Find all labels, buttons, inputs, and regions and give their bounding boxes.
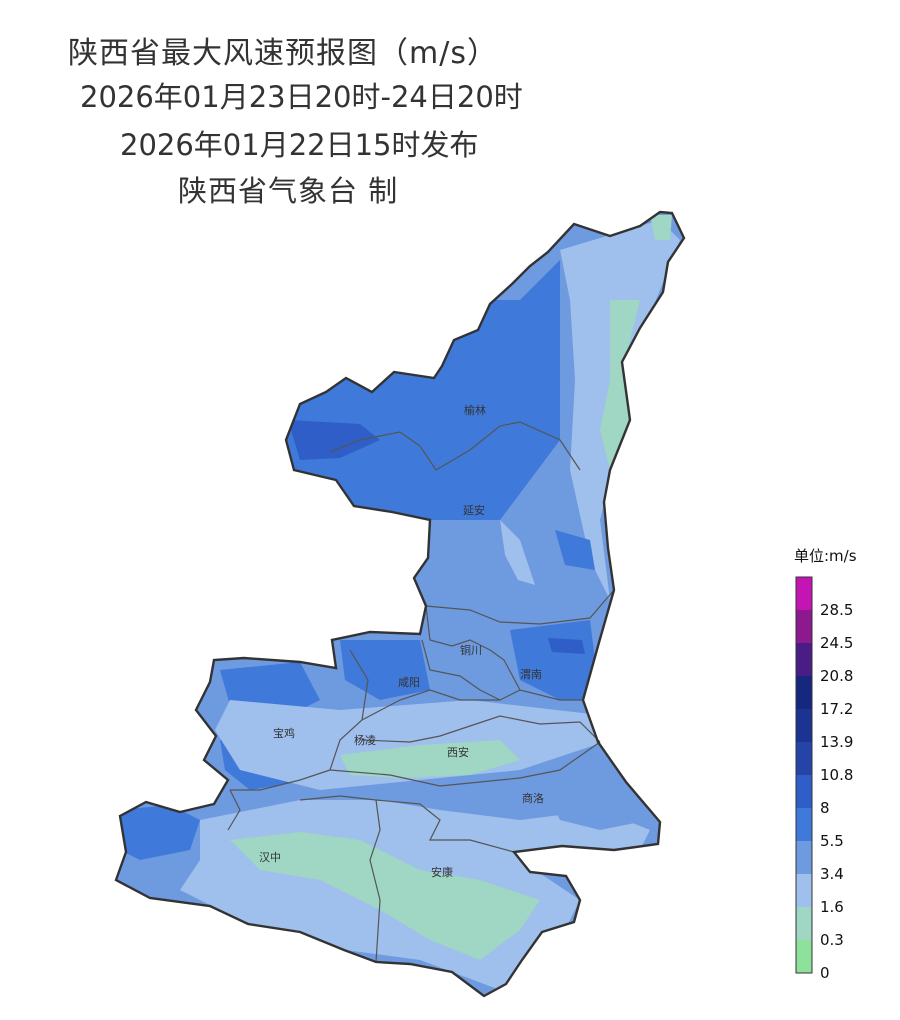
legend-swatch xyxy=(796,808,812,841)
legend-swatch xyxy=(796,577,812,610)
legend-unit-title: 单位:m/s xyxy=(794,547,857,565)
legend-label: 1.6 xyxy=(820,898,844,916)
legend-label: 3.4 xyxy=(820,865,844,883)
legend-label: 0 xyxy=(820,964,830,982)
city-labels: 榆林 延安 铜川 渭南 咸阳 宝鸡 杨凌 西安 商洛 汉中 安康 xyxy=(259,403,544,879)
city-boundaries xyxy=(227,421,615,963)
legend-swatch xyxy=(796,874,812,907)
city-label-yulin: 榆林 xyxy=(464,403,486,417)
city-label-xian: 西安 xyxy=(447,745,469,759)
legend-swatch xyxy=(796,610,812,643)
legend-label: 24.5 xyxy=(820,634,853,652)
city-label-yanan: 延安 xyxy=(463,503,485,517)
legend-label: 10.8 xyxy=(820,766,853,784)
producer: 陕西省气象台 制 xyxy=(178,174,399,208)
legend-frame xyxy=(795,576,813,974)
legend-swatch xyxy=(796,742,812,775)
city-label-baoji: 宝鸡 xyxy=(273,726,295,740)
city-label-yangling: 杨凌 xyxy=(354,733,376,747)
map-title: 陕西省最大风速预报图（m/s） xyxy=(68,36,498,71)
color-legend: 0 0.3 1.6 3.4 5.5 8 10.8 13.9 17.2 20.8 24.5 28.5 xyxy=(795,576,853,982)
legend-label: 20.8 xyxy=(820,667,853,685)
legend-swatch xyxy=(796,709,812,742)
city-label-ankang: 安康 xyxy=(431,865,453,879)
legend-label: 5.5 xyxy=(820,832,844,850)
legend-label: 17.2 xyxy=(820,700,853,718)
legend-swatch xyxy=(796,940,812,973)
legend-label: 8 xyxy=(820,799,830,817)
city-label-weinan: 渭南 xyxy=(520,668,542,681)
city-label-xianyang: 咸阳 xyxy=(398,676,420,689)
city-label-tongchuan: 铜川 xyxy=(460,643,482,657)
legend-label: 13.9 xyxy=(820,733,853,751)
issue-time: 2026年01月22日15时发布 xyxy=(120,128,479,162)
legend-swatch xyxy=(796,841,812,874)
legend-label: 28.5 xyxy=(820,601,853,619)
legend-label: 0.3 xyxy=(820,931,844,949)
legend-swatch xyxy=(796,775,812,808)
city-label-shangluo: 商洛 xyxy=(522,791,544,805)
city-label-hanzhong: 汉中 xyxy=(259,851,281,864)
forecast-period: 2026年01月23日20时-24日20时 xyxy=(80,80,523,114)
legend-swatch xyxy=(796,676,812,709)
legend-swatch xyxy=(796,643,812,676)
legend-swatch xyxy=(796,907,812,940)
